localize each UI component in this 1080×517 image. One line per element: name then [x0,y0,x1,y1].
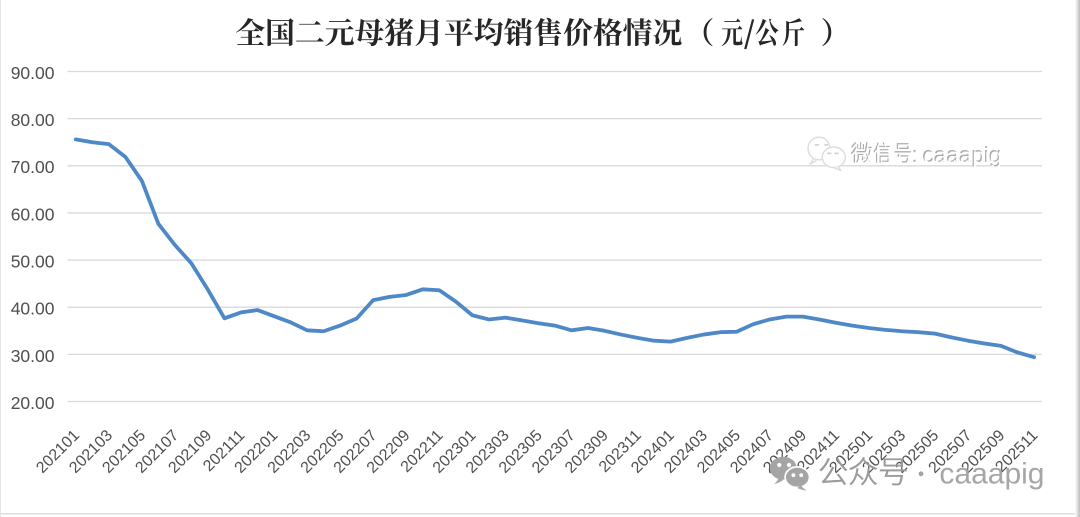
svg-text:40.00: 40.00 [11,299,55,319]
svg-text:60.00: 60.00 [11,204,55,224]
svg-text:50.00: 50.00 [11,251,55,271]
svg-text:20.00: 20.00 [11,393,55,413]
svg-text:70.00: 70.00 [11,157,55,177]
svg-text::: : [913,143,919,168]
svg-text:caaapig: caaapig [939,458,1044,491]
svg-text:90.00: 90.00 [11,63,55,83]
svg-text:caaapig: caaapig [922,142,1001,167]
svg-text:30.00: 30.00 [11,346,55,366]
svg-text:80.00: 80.00 [11,110,55,130]
svg-text::: : [912,142,918,167]
svg-text:caaapig: caaapig [924,143,1003,168]
